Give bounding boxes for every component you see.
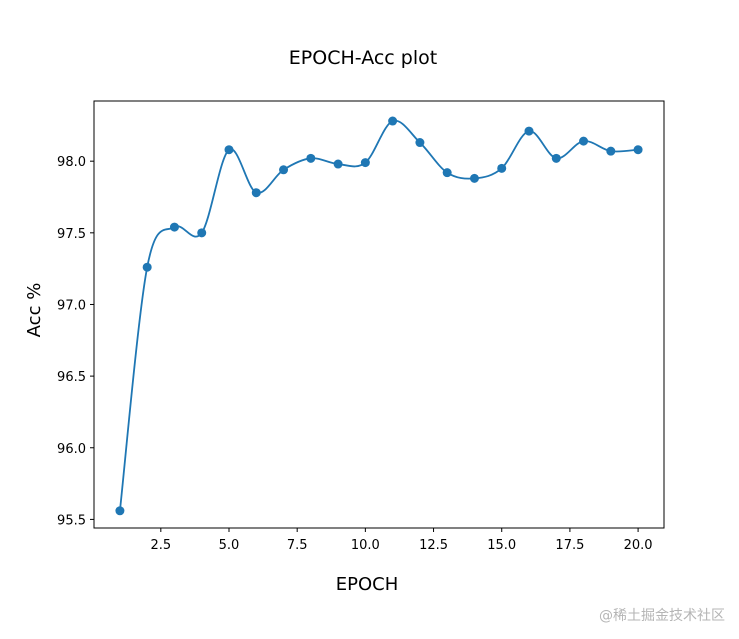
- y-tick-label: 96.5: [57, 370, 86, 385]
- y-tick-label: 97.0: [57, 298, 86, 313]
- data-point: [197, 228, 207, 238]
- x-tick-label: 20.0: [624, 538, 653, 553]
- x-axis-label: EPOCH: [336, 574, 399, 595]
- x-tick-label: 7.5: [287, 538, 308, 553]
- x-tick-label: 5.0: [219, 538, 240, 553]
- data-point: [115, 506, 125, 516]
- data-point: [442, 168, 452, 178]
- x-tick-label: 12.5: [419, 538, 448, 553]
- data-point: [251, 188, 261, 198]
- x-tick-label: 2.5: [150, 538, 171, 553]
- data-point: [579, 136, 589, 146]
- x-tick-label: 17.5: [555, 538, 584, 553]
- x-tick-label: 15.0: [487, 538, 516, 553]
- y-tick-label: 98.0: [57, 155, 86, 170]
- data-point: [388, 116, 398, 126]
- data-point: [306, 153, 316, 163]
- x-axis-ticks: 2.5 5.0 7.5 10.0 12.5 15.0 17.5 20.0: [150, 528, 653, 553]
- y-axis-label: Acc %: [24, 283, 45, 338]
- plot-frame: [93, 100, 665, 529]
- data-point: [224, 145, 234, 155]
- data-point: [551, 153, 561, 163]
- data-point: [469, 173, 479, 183]
- data-points: [115, 116, 643, 516]
- data-point: [142, 262, 152, 272]
- data-point: [606, 146, 616, 156]
- data-point: [524, 126, 534, 136]
- data-point: [279, 165, 289, 175]
- x-tick-label: 10.0: [351, 538, 380, 553]
- y-axis-ticks: 95.5 96.0 96.5 97.0 97.5 98.0: [57, 155, 94, 528]
- data-point: [497, 163, 507, 173]
- data-point: [633, 145, 643, 155]
- chart-title: EPOCH-Acc plot: [289, 47, 437, 69]
- y-tick-label: 95.5: [57, 513, 86, 528]
- watermark: @稀土掘金技术社区: [599, 608, 725, 624]
- data-point: [333, 159, 343, 169]
- accuracy-line: [119, 119, 639, 511]
- y-tick-label: 97.5: [57, 227, 86, 242]
- data-point: [169, 222, 179, 232]
- data-point: [360, 158, 370, 168]
- data-point: [415, 138, 425, 148]
- y-tick-label: 96.0: [57, 442, 86, 457]
